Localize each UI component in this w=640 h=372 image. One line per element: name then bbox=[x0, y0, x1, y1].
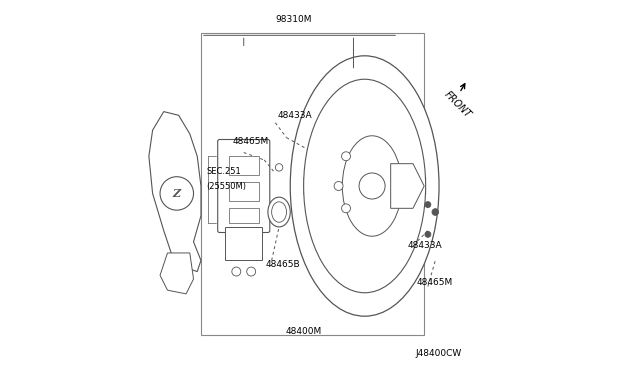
Text: 98310M: 98310M bbox=[276, 15, 312, 24]
Circle shape bbox=[160, 177, 193, 210]
Circle shape bbox=[232, 267, 241, 276]
Text: (25550M): (25550M) bbox=[207, 182, 246, 190]
Text: 48465B: 48465B bbox=[266, 260, 301, 269]
Text: 48465M: 48465M bbox=[417, 278, 453, 287]
Text: 48433A: 48433A bbox=[408, 241, 442, 250]
Circle shape bbox=[342, 152, 351, 161]
Circle shape bbox=[425, 231, 431, 237]
Bar bbox=[229, 156, 259, 175]
Text: SEC.251: SEC.251 bbox=[207, 167, 241, 176]
Circle shape bbox=[246, 267, 255, 276]
Text: 48465M: 48465M bbox=[232, 137, 269, 146]
Polygon shape bbox=[160, 253, 193, 294]
Polygon shape bbox=[149, 112, 201, 272]
Ellipse shape bbox=[303, 79, 426, 293]
Text: FRONT: FRONT bbox=[443, 89, 474, 119]
Bar bbox=[201, 33, 424, 335]
Text: J48400CW: J48400CW bbox=[416, 349, 462, 358]
Ellipse shape bbox=[291, 56, 439, 316]
Ellipse shape bbox=[271, 202, 287, 222]
Polygon shape bbox=[225, 227, 262, 260]
Ellipse shape bbox=[268, 197, 291, 227]
Text: Z: Z bbox=[173, 188, 181, 199]
Bar bbox=[229, 208, 259, 223]
Circle shape bbox=[334, 182, 343, 190]
Circle shape bbox=[432, 209, 438, 215]
Text: 48400M: 48400M bbox=[285, 327, 321, 336]
Ellipse shape bbox=[342, 136, 402, 236]
Circle shape bbox=[275, 164, 283, 171]
Text: 48433A: 48433A bbox=[277, 111, 312, 120]
Polygon shape bbox=[390, 164, 424, 208]
Bar bbox=[229, 182, 259, 201]
Circle shape bbox=[342, 204, 351, 213]
FancyBboxPatch shape bbox=[218, 140, 270, 232]
Circle shape bbox=[425, 202, 431, 208]
Circle shape bbox=[359, 173, 385, 199]
